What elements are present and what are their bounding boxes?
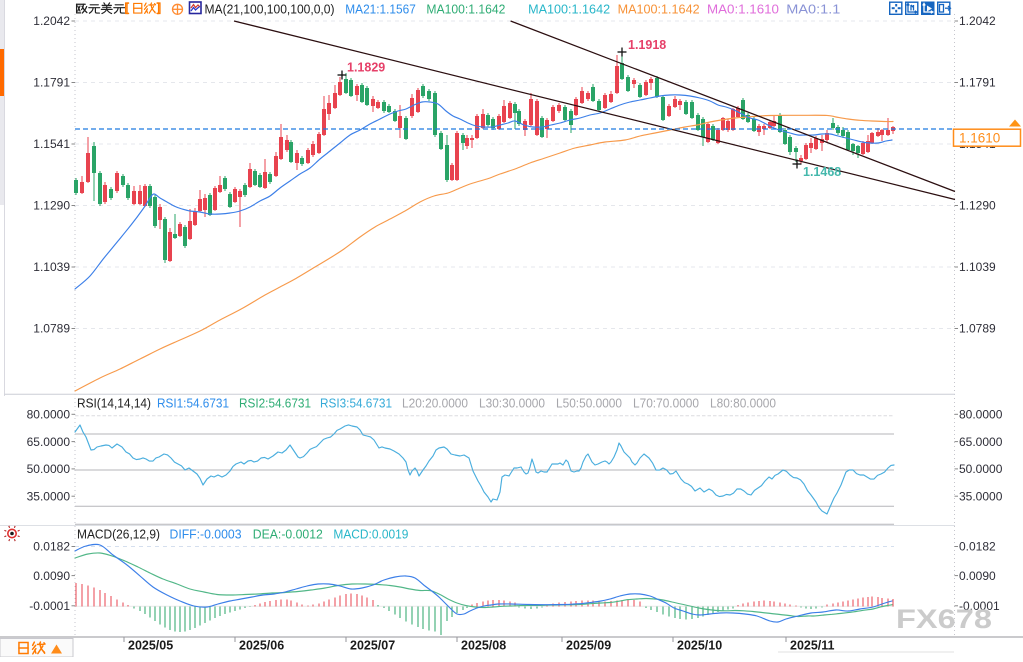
svg-text:MA0:1.1610: MA0:1.1610 — [707, 3, 779, 17]
svg-text:1.0789: 1.0789 — [959, 322, 996, 336]
svg-text:50.0000: 50.0000 — [959, 462, 1003, 476]
svg-text:2025/06: 2025/06 — [239, 639, 284, 653]
svg-text:L20:20.0000: L20:20.0000 — [402, 397, 468, 411]
svg-text:2025/10: 2025/10 — [677, 639, 722, 653]
svg-text:0.0090: 0.0090 — [959, 569, 996, 583]
svg-text:MA(21,100,100,100,0,0): MA(21,100,100,100,0,0) — [205, 3, 335, 17]
svg-text:RSI1:54.6731: RSI1:54.6731 — [157, 397, 229, 411]
svg-text:1.2042: 1.2042 — [33, 14, 70, 28]
svg-text:-0.0001: -0.0001 — [959, 599, 1000, 613]
svg-text:0.0182: 0.0182 — [33, 540, 70, 554]
svg-text:MA21:1.1567: MA21:1.1567 — [345, 3, 416, 17]
svg-text:2025/08: 2025/08 — [461, 639, 506, 653]
svg-text:L30:30.0000: L30:30.0000 — [479, 397, 545, 411]
svg-text:1.1610: 1.1610 — [959, 131, 1000, 146]
svg-text:0.0182: 0.0182 — [959, 540, 996, 554]
svg-text:0.0090: 0.0090 — [33, 569, 70, 583]
svg-text:80.0000: 80.0000 — [27, 408, 71, 422]
svg-text:1.1541: 1.1541 — [33, 137, 70, 151]
svg-text:MA100:1.1642: MA100:1.1642 — [426, 3, 505, 17]
svg-text:1.2042: 1.2042 — [959, 14, 996, 28]
svg-text:L50:50.0000: L50:50.0000 — [556, 397, 622, 411]
svg-text:MA0:1.1: MA0:1.1 — [786, 3, 840, 17]
svg-text:1.1918: 1.1918 — [628, 38, 666, 52]
svg-text:-0.0001: -0.0001 — [29, 599, 70, 613]
svg-text:DEA:-0.0012: DEA:-0.0012 — [253, 528, 323, 542]
svg-text:1.1468: 1.1468 — [803, 165, 841, 179]
svg-text:RSI2:54.6731: RSI2:54.6731 — [239, 397, 311, 411]
svg-text:DIFF:-0.0003: DIFF:-0.0003 — [170, 528, 242, 542]
svg-text:MACD(26,12,9): MACD(26,12,9) — [77, 528, 160, 542]
svg-text:1.1039: 1.1039 — [959, 260, 996, 274]
svg-text:2025/07: 2025/07 — [350, 639, 395, 653]
svg-text:MACD:0.0019: MACD:0.0019 — [333, 528, 408, 542]
svg-text:1.1791: 1.1791 — [959, 76, 996, 90]
svg-text:2025/05: 2025/05 — [128, 639, 173, 653]
svg-text:80.0000: 80.0000 — [959, 408, 1003, 422]
svg-text:2025/11: 2025/11 — [790, 639, 835, 653]
svg-text:65.0000: 65.0000 — [27, 435, 71, 449]
svg-text:1.1290: 1.1290 — [33, 199, 70, 213]
svg-text:35.0000: 35.0000 — [27, 489, 71, 503]
svg-text:RSI(14,14,14): RSI(14,14,14) — [77, 397, 151, 411]
svg-text:FX678: FX678 — [896, 604, 992, 634]
svg-text:35.0000: 35.0000 — [959, 489, 1003, 503]
svg-text:2025/09: 2025/09 — [566, 639, 611, 653]
svg-text:1.1290: 1.1290 — [959, 199, 996, 213]
svg-text:1.1791: 1.1791 — [33, 76, 70, 90]
svg-text:MA100:1.1642: MA100:1.1642 — [528, 3, 610, 17]
svg-text:65.0000: 65.0000 — [959, 435, 1003, 449]
svg-text:1.1039: 1.1039 — [33, 260, 70, 274]
svg-text:L80:80.0000: L80:80.0000 — [710, 397, 776, 411]
svg-text:RSI3:54.6731: RSI3:54.6731 — [320, 397, 392, 411]
svg-text:50.0000: 50.0000 — [27, 462, 71, 476]
svg-text:L70:70.0000: L70:70.0000 — [633, 397, 699, 411]
svg-text:1.1829: 1.1829 — [347, 61, 385, 75]
svg-text:MA100:1.1642: MA100:1.1642 — [618, 3, 700, 17]
svg-text:1.0789: 1.0789 — [33, 322, 70, 336]
